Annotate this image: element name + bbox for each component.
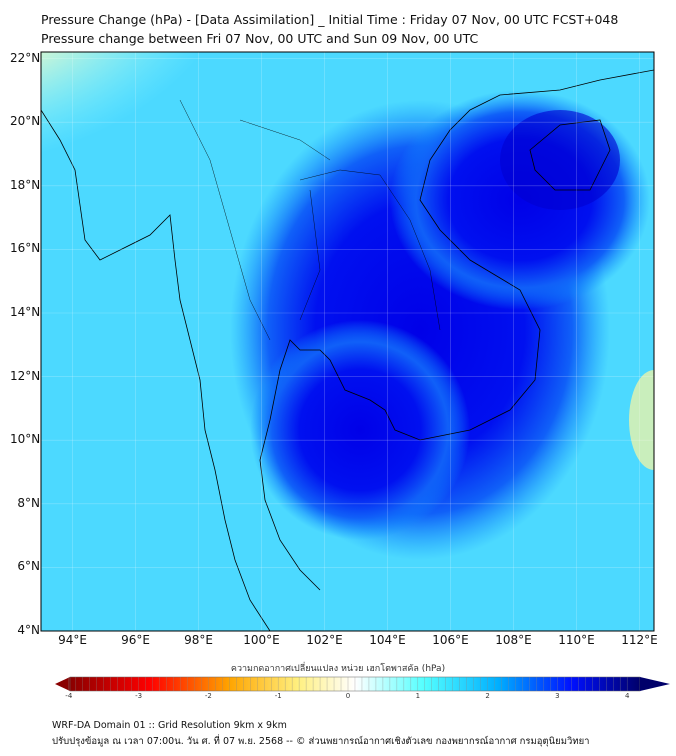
coastline <box>41 69 654 631</box>
colorbar-tick-label: 3 <box>555 692 560 700</box>
colorbar-tick-label: 2 <box>485 692 490 700</box>
colorbar-tick-label: -1 <box>274 692 282 700</box>
lon-tick-label: 108°E <box>495 633 532 647</box>
lat-tick-label: 16°N <box>10 241 41 256</box>
lon-tick-label: 106°E <box>432 633 469 647</box>
chart-title: Pressure Change (hPa) - [Data Assimilati… <box>41 12 619 27</box>
footer-model-info: WRF-DA Domain 01 :: Grid Resolution 9km … <box>52 720 287 731</box>
chart-subtitle: Pressure change between Fri 07 Nov, 00 U… <box>41 31 479 46</box>
footer-credit: ปรับปรุงข้อมูล ณ เวลา 07:00น. วัน ศ. ที่… <box>52 736 590 747</box>
lat-tick-label: 6°N <box>17 559 40 574</box>
lat-tick-label: 10°N <box>10 432 41 447</box>
lat-tick-label: 18°N <box>10 177 41 192</box>
lat-tick-label: 22°N <box>10 50 41 65</box>
lon-tick-label: 96°E <box>121 633 150 647</box>
lon-tick-label: 100°E <box>243 633 280 647</box>
colorbar-min-extend <box>55 677 70 691</box>
colorbar-tick-label: 0 <box>345 692 351 700</box>
colorbar-max-extend <box>640 677 670 691</box>
gridlines <box>41 52 654 631</box>
colorbar <box>55 676 670 692</box>
lat-tick-label: 4°N <box>17 623 40 637</box>
lat-tick-label: 8°N <box>17 495 40 510</box>
borders <box>179 99 441 341</box>
lon-tick-label: 98°E <box>184 633 213 647</box>
lon-tick-label: 112°E <box>621 633 658 647</box>
lon-tick-label: 110°E <box>558 633 595 647</box>
colorbar-tick-label: 4 <box>624 692 630 700</box>
map-frame <box>40 51 655 632</box>
lat-tick-label: 14°N <box>10 305 41 319</box>
colorbar-tick-label: -4 <box>65 692 73 700</box>
colorbar-tick-label: -3 <box>135 692 143 700</box>
map-field <box>41 52 654 631</box>
lat-tick-label: 12°N <box>10 368 41 383</box>
colorbar-label: ความกดอากาศเปลี่ยนแปลง หน่วย เฮกโตพาสคัล… <box>230 664 446 674</box>
lon-tick-label: 104°E <box>369 633 406 647</box>
lat-tick-label: 20°N <box>10 114 41 129</box>
colorbar-tick-label: 1 <box>415 692 421 700</box>
lon-tick-label: 94°E <box>58 633 87 647</box>
colorbar-tick-label: -2 <box>204 692 212 700</box>
lon-tick-label: 102°E <box>306 633 343 647</box>
